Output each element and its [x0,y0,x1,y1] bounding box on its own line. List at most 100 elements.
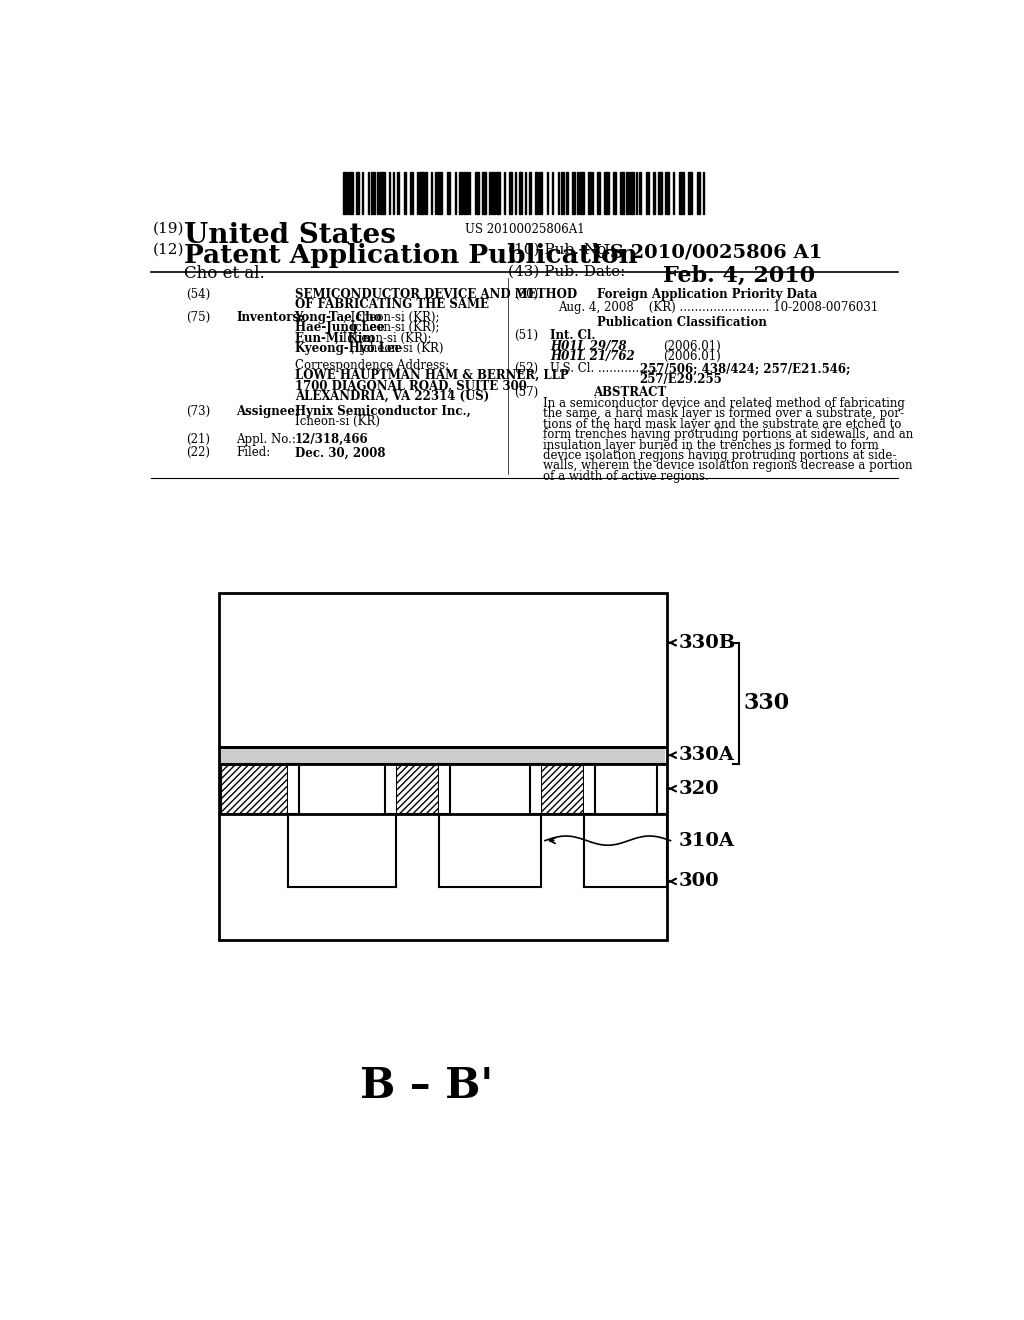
Text: Assignee:: Assignee: [237,405,300,418]
Text: 330A: 330A [678,746,734,764]
Text: Dec. 30, 2008: Dec. 30, 2008 [295,446,385,459]
Text: In a semiconductor device and related method of fabricating: In a semiconductor device and related me… [543,397,904,411]
Text: 257/506; 438/424; 257/E21.546;: 257/506; 438/424; 257/E21.546; [640,363,850,375]
Text: 300: 300 [678,873,719,891]
Bar [403,173,407,214]
Bar [581,173,584,214]
Bar [515,173,516,214]
Bar [524,173,526,214]
Bar [348,173,353,214]
Bar [469,173,470,214]
Text: OF FABRICATING THE SAME: OF FABRICATING THE SAME [295,298,488,312]
Bar [368,173,369,214]
Text: Appl. No.:: Appl. No.: [237,433,296,446]
Bar [418,173,419,214]
Bar [431,173,432,214]
Bar [361,173,364,214]
Text: insulation layer buried in the trenches is formed to form: insulation layer buried in the trenches … [543,438,879,451]
Text: Feb. 4, 2010: Feb. 4, 2010 [663,264,815,286]
Bar [221,747,665,763]
Text: , Icheon-si (KR);: , Icheon-si (KR); [343,312,439,323]
Bar [420,173,424,214]
Bar [221,763,288,813]
Bar [378,173,380,214]
Text: 320: 320 [678,780,719,797]
Text: US 2010/0025806 A1: US 2010/0025806 A1 [593,243,822,261]
Bar [578,173,580,214]
Text: Eun-Mi Kim: Eun-Mi Kim [295,331,375,345]
Text: Filed:: Filed: [237,446,270,459]
Bar [528,173,531,214]
Bar [688,173,692,214]
Text: Yong-Tae Cho: Yong-Tae Cho [295,312,382,323]
Text: (52): (52) [514,363,538,375]
Bar [493,173,496,214]
Bar [657,173,662,214]
Text: US 20100025806A1: US 20100025806A1 [465,223,585,236]
Text: (75): (75) [186,312,210,323]
Bar [588,173,591,214]
Text: LOWE HAUPTMAN HAM & BERNER, LLP: LOWE HAUPTMAN HAM & BERNER, LLP [295,370,568,381]
Text: Correspondence Address:: Correspondence Address: [295,359,449,372]
Bar [561,173,563,214]
Bar [482,173,485,214]
Bar [434,173,435,214]
Text: , Icheon-si (KR);: , Icheon-si (KR); [343,321,439,334]
Text: ABSTRACT: ABSTRACT [593,385,667,399]
Text: 330: 330 [743,692,790,714]
Bar [621,173,624,214]
Bar [509,173,512,214]
Bar [557,173,559,214]
Text: (21): (21) [186,433,210,446]
Bar [612,173,616,214]
Bar [679,173,684,214]
Bar [584,763,668,887]
Bar [288,763,396,887]
Text: Foreign Application Priority Data: Foreign Application Priority Data [597,288,817,301]
Text: ALEXANDRIA, VA 22314 (US): ALEXANDRIA, VA 22314 (US) [295,389,488,403]
Bar [630,173,634,214]
Text: the same, a hard mask layer is formed over a substrate, por-: the same, a hard mask layer is formed ov… [543,408,903,421]
Text: (57): (57) [514,385,539,399]
Bar [381,173,385,214]
Bar [571,173,574,214]
Bar [547,173,548,214]
Bar [343,173,347,214]
Bar [459,173,462,214]
Bar [666,173,669,214]
Bar [597,173,600,214]
Text: Hynix Semiconductor Inc.,: Hynix Semiconductor Inc., [295,405,470,418]
Bar [646,173,649,214]
Bar [463,173,465,214]
Bar [541,763,584,813]
Text: (30): (30) [514,288,539,301]
Bar [355,173,358,214]
Bar [519,173,522,214]
Text: 12/318,466: 12/318,466 [295,433,369,446]
Bar [425,173,427,214]
Bar [410,173,414,214]
Text: 1700 DIAGONAL ROAD, SUITE 300: 1700 DIAGONAL ROAD, SUITE 300 [295,379,526,392]
Text: device isolation regions having protruding portions at side-: device isolation regions having protrudi… [543,449,896,462]
Bar [604,173,609,214]
Bar [653,173,655,214]
Bar [552,173,553,214]
Text: (73): (73) [186,405,210,418]
Text: 257/E29.255: 257/E29.255 [640,372,722,385]
Text: (51): (51) [514,330,538,342]
Bar [371,173,376,214]
Text: of a width of active regions.: of a width of active regions. [543,470,709,483]
Bar [665,763,668,813]
Bar [475,173,479,214]
Text: Icheon-si (KR): Icheon-si (KR) [295,416,380,428]
Text: , Icheon-si (KR): , Icheon-si (KR) [351,342,443,355]
Text: form trenches having protruding portions at sidewalls, and an: form trenches having protruding portions… [543,428,912,441]
Text: tions of the hard mask layer and the substrate are etched to: tions of the hard mask layer and the sub… [543,418,901,430]
Text: Inventors:: Inventors: [237,312,304,323]
Text: walls, wherein the device isolation regions decrease a portion: walls, wherein the device isolation regi… [543,459,912,473]
Text: Cho et al.: Cho et al. [183,264,264,281]
Bar [437,173,441,214]
Bar [397,173,399,214]
Text: United States: United States [183,222,395,248]
Bar [636,173,637,214]
